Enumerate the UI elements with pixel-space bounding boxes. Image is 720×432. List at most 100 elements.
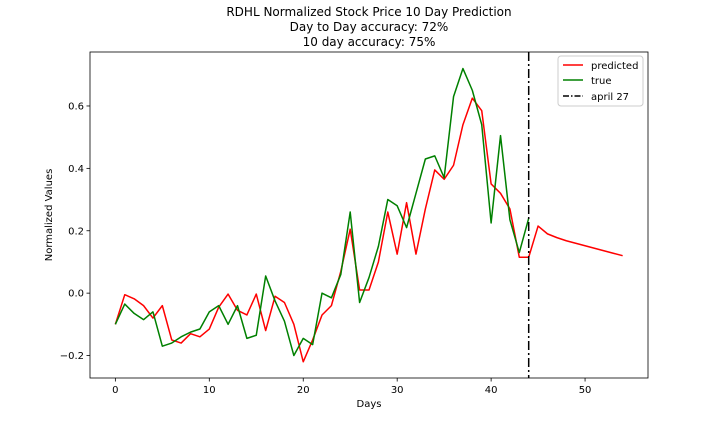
- point-predicted-15: [255, 293, 257, 295]
- point-true-22: [321, 292, 323, 294]
- point-true-26: [359, 302, 361, 304]
- point-predicted-36: [453, 164, 455, 166]
- point-true-42: [509, 219, 511, 221]
- point-predicted-19: [293, 324, 295, 326]
- point-true-17: [274, 300, 276, 302]
- chart-title: RDHL Normalized Stock Price 10 Day Predi…: [226, 5, 511, 19]
- point-true-4: [152, 311, 154, 313]
- point-predicted-6: [171, 339, 173, 341]
- point-true-28: [378, 246, 380, 248]
- point-true-8: [190, 331, 192, 333]
- point-predicted-25: [349, 228, 351, 230]
- legend-vline-label: april 27: [591, 92, 629, 103]
- chart-subtitle-day-accuracy: Day to Day accuracy: 72%: [290, 20, 449, 34]
- point-predicted-22: [321, 314, 323, 316]
- point-true-13: [237, 305, 239, 307]
- legend: predicted true april 27: [557, 55, 644, 107]
- x-axis-ticks: 0 10 20 30 40 50: [112, 378, 591, 396]
- point-predicted-54: [622, 255, 624, 257]
- point-predicted-18: [284, 302, 286, 304]
- point-predicted-23: [331, 305, 333, 307]
- point-true-35: [443, 177, 445, 179]
- x-axis-label: Days: [357, 399, 382, 410]
- x-tick-label-3: 30: [391, 385, 404, 396]
- point-predicted-51: [594, 247, 596, 249]
- chart-subtitle-10day-accuracy: 10 day accuracy: 75%: [303, 35, 436, 49]
- point-true-36: [453, 96, 455, 98]
- y-tick-label-1: 0.0: [68, 289, 84, 300]
- point-predicted-12: [227, 293, 229, 295]
- point-true-23: [331, 297, 333, 299]
- point-predicted-31: [406, 202, 408, 204]
- point-predicted-7: [180, 342, 182, 344]
- point-predicted-16: [265, 330, 267, 332]
- point-true-40: [490, 222, 492, 224]
- point-predicted-29: [387, 211, 389, 213]
- point-true-30: [396, 205, 398, 207]
- point-true-31: [406, 227, 408, 229]
- legend-box: [557, 55, 644, 107]
- plot-area: [114, 52, 624, 378]
- point-predicted-40: [490, 183, 492, 185]
- point-true-19: [293, 355, 295, 357]
- point-predicted-5: [162, 305, 164, 307]
- point-predicted-49: [575, 242, 577, 244]
- y-axis-ticks: −0.2 0.0 0.2 0.4 0.6: [60, 101, 90, 362]
- point-predicted-1: [124, 294, 126, 296]
- point-true-1: [124, 303, 126, 305]
- point-true-41: [500, 135, 502, 137]
- point-true-39: [481, 124, 483, 126]
- point-predicted-38: [472, 97, 474, 99]
- point-true-27: [368, 277, 370, 279]
- point-true-29: [387, 199, 389, 201]
- point-true-10: [209, 311, 211, 313]
- point-true-6: [171, 342, 173, 344]
- point-predicted-39: [481, 110, 483, 112]
- legend-predicted-label: predicted: [591, 61, 638, 72]
- point-predicted-10: [209, 328, 211, 330]
- x-tick-label-4: 40: [485, 385, 498, 396]
- point-predicted-2: [133, 298, 135, 300]
- point-true-25: [349, 211, 351, 213]
- point-true-21: [312, 344, 314, 346]
- point-predicted-45: [537, 225, 539, 227]
- point-true-37: [462, 68, 464, 70]
- series-line-predicted: [114, 97, 623, 363]
- point-predicted-30: [396, 253, 398, 255]
- point-true-14: [246, 338, 248, 340]
- point-true-9: [199, 328, 201, 330]
- point-predicted-34: [434, 169, 436, 171]
- point-true-0: [115, 324, 117, 326]
- legend-true-label: true: [591, 76, 612, 87]
- point-predicted-4: [152, 317, 154, 319]
- point-predicted-9: [199, 336, 201, 338]
- point-true-12: [227, 324, 229, 326]
- point-predicted-3: [143, 305, 145, 307]
- point-predicted-17: [274, 295, 276, 297]
- point-true-43: [519, 252, 521, 254]
- point-true-7: [180, 336, 182, 338]
- point-true-3: [143, 319, 145, 321]
- y-axis-label: Normalized Values: [44, 169, 55, 262]
- x-tick-label-2: 20: [297, 385, 310, 396]
- point-predicted-43: [519, 256, 521, 258]
- point-true-24: [340, 274, 342, 276]
- series-line-true: [114, 67, 530, 357]
- point-true-32: [415, 193, 417, 195]
- point-predicted-46: [547, 233, 549, 235]
- point-predicted-32: [415, 253, 417, 255]
- point-true-11: [218, 305, 220, 307]
- point-true-15: [255, 334, 257, 336]
- point-predicted-41: [500, 193, 502, 195]
- point-predicted-28: [378, 261, 380, 263]
- point-true-16: [265, 275, 267, 277]
- point-true-18: [284, 320, 286, 322]
- point-predicted-47: [556, 237, 558, 239]
- y-tick-label-0: −0.2: [60, 351, 84, 362]
- y-tick-label-4: 0.6: [68, 101, 84, 112]
- point-predicted-37: [462, 124, 464, 126]
- x-tick-label-1: 10: [203, 385, 216, 396]
- axes-frame: [89, 51, 649, 379]
- point-predicted-20: [302, 361, 304, 363]
